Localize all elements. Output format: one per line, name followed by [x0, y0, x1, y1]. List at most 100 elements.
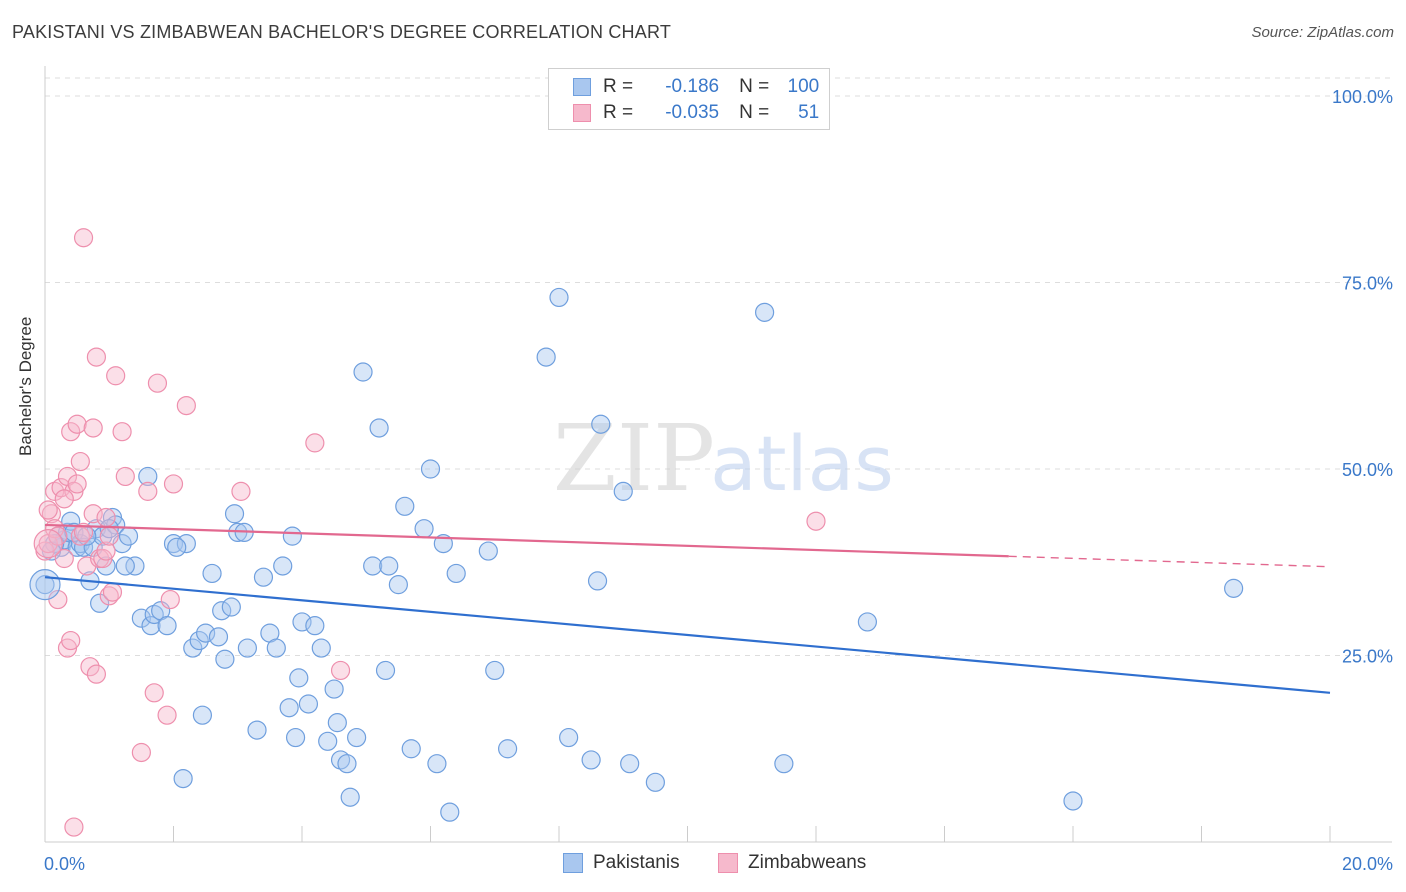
n-value-pakistanis: 100 — [787, 76, 820, 97]
data-point — [176, 533, 196, 554]
data-point — [64, 817, 84, 837]
data-point — [138, 466, 158, 487]
data-point — [591, 414, 611, 434]
data-point — [73, 537, 94, 557]
data-point — [613, 481, 633, 501]
data-point — [73, 228, 94, 248]
data-point — [549, 287, 569, 308]
legend-swatch-zimbabweans — [718, 853, 738, 873]
stats-legend: R = -0.186 N = 100 R = -0.035 N = 51 — [548, 68, 830, 130]
trend-line-zimbabweans — [44, 523, 1009, 558]
r-label: R = — [603, 76, 634, 97]
data-point — [67, 414, 87, 434]
r-value-pakistanis: -0.186 — [665, 76, 720, 97]
data-point — [51, 478, 71, 498]
data-point — [587, 571, 608, 591]
n-value-zimbabweans: 51 — [798, 102, 820, 123]
data-point — [138, 481, 158, 501]
data-point — [857, 612, 878, 632]
data-point — [253, 567, 274, 587]
n-label: N = — [739, 102, 770, 123]
data-point — [35, 575, 55, 595]
gridlines — [45, 77, 1392, 656]
data-point — [327, 713, 347, 733]
series-legend-label: Pakistanis — [593, 852, 680, 873]
data-point — [388, 575, 408, 595]
data-point — [353, 362, 373, 382]
data-point — [485, 660, 505, 681]
y-tick-label: 100.0% — [1332, 87, 1393, 107]
data-point — [86, 664, 107, 684]
data-point — [144, 683, 164, 703]
data-point — [581, 750, 601, 770]
series-legend-pakistanis[interactable]: Pakistanis — [563, 852, 680, 874]
stats-legend-row-zimbabweans: R = -0.035 N = 51 — [573, 100, 819, 126]
data-point — [163, 474, 184, 494]
data-point — [99, 586, 119, 606]
watermark-zip: ZIP — [553, 405, 715, 512]
data-point — [363, 556, 383, 576]
chart-title: PAKISTANI VS ZIMBABWEAN BACHELOR'S DEGRE… — [12, 22, 672, 42]
watermark-atlas: atlas — [710, 419, 894, 508]
data-point — [96, 541, 116, 561]
data-point — [1063, 791, 1083, 811]
data-point — [157, 705, 177, 725]
data-point — [340, 787, 360, 807]
data-point — [118, 526, 139, 546]
data-point — [115, 556, 135, 576]
data-point — [99, 519, 119, 539]
tick-labels: 25.0% 50.0% 75.0% 100.0% 0.0% 20.0% — [44, 87, 1393, 874]
data-point — [99, 526, 119, 546]
data-point — [1224, 578, 1244, 598]
y-tick-label: 50.0% — [1342, 460, 1393, 480]
data-point — [379, 556, 399, 576]
data-point — [289, 668, 309, 688]
data-point — [375, 660, 396, 681]
data-point — [559, 727, 579, 748]
data-point — [106, 366, 126, 386]
data-point — [115, 466, 135, 487]
data-point — [337, 754, 357, 774]
data-point — [774, 754, 794, 774]
n-label: N = — [739, 76, 770, 97]
legend-swatch-pakistanis — [573, 78, 591, 96]
data-point — [273, 556, 293, 576]
stats-legend-row-pakistanis: R = -0.186 N = 100 — [573, 74, 819, 100]
data-point — [224, 504, 245, 524]
data-point — [61, 630, 81, 651]
legend-swatch-pakistanis — [563, 853, 583, 873]
data-point — [183, 638, 203, 658]
data-point — [192, 705, 213, 725]
data-point — [176, 395, 196, 416]
series-pakistanis — [35, 287, 1244, 822]
data-point — [420, 459, 441, 479]
data-point — [67, 474, 87, 494]
data-point — [231, 481, 251, 501]
data-point — [96, 507, 116, 528]
data-point — [330, 660, 351, 681]
data-point — [298, 694, 319, 714]
data-point — [806, 511, 826, 531]
data-point — [147, 373, 168, 393]
scatter-points — [29, 228, 1244, 837]
series-legend-label: Zimbabweans — [748, 852, 867, 873]
data-point — [266, 638, 286, 658]
data-point — [645, 772, 665, 792]
data-point — [305, 616, 325, 636]
data-point — [173, 768, 193, 789]
data-point — [73, 522, 94, 543]
data-point — [282, 526, 302, 546]
x-tick-label: 20.0% — [1342, 854, 1393, 874]
data-point — [102, 582, 123, 602]
data-point — [536, 347, 556, 367]
data-point — [318, 731, 338, 751]
data-point — [446, 563, 466, 584]
data-point — [189, 630, 209, 651]
data-point — [131, 742, 151, 763]
data-point — [212, 601, 232, 621]
series-legend-zimbabweans[interactable]: Zimbabweans — [718, 852, 866, 874]
data-point — [61, 422, 81, 442]
data-point-cluster — [29, 569, 61, 601]
trend-line-extension — [1008, 555, 1331, 568]
